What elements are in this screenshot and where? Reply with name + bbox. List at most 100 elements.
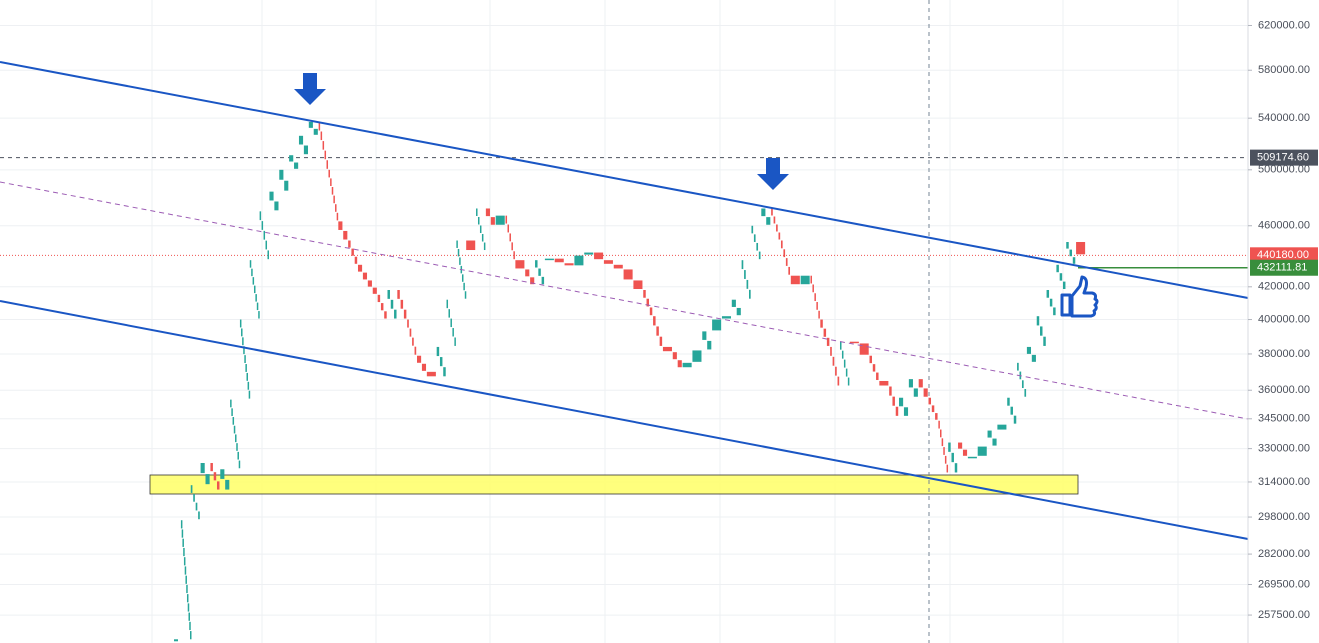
candle: [443, 367, 446, 377]
price-lines: [0, 157, 1248, 269]
price-badge-label: 432111.81: [1257, 262, 1307, 274]
candle: [812, 284, 814, 293]
y-tick-label: 460000.00: [1258, 220, 1310, 232]
candle: [876, 372, 879, 380]
candle: [466, 240, 476, 251]
candle: [544, 258, 554, 261]
y-tick-label: 360000.00: [1258, 384, 1310, 396]
candle: [1076, 242, 1086, 255]
candle: [872, 364, 876, 372]
candle: [238, 460, 241, 469]
candle: [515, 260, 525, 269]
price-badge: [1250, 259, 1318, 276]
candle: [279, 169, 284, 180]
candle: [241, 328, 243, 337]
y-axis-panel: [1248, 0, 1319, 643]
y-tick-label: 380000.00: [1258, 348, 1310, 360]
horizontal-grid: [0, 24, 1248, 616]
candle: [1062, 281, 1066, 290]
candle: [343, 230, 348, 240]
y-tick-label: 540000.00: [1258, 112, 1310, 124]
candle: [977, 446, 987, 456]
candle: [992, 438, 997, 446]
candle: [436, 346, 440, 357]
candle: [263, 230, 266, 240]
candle: [185, 575, 187, 584]
candle: [461, 274, 464, 282]
candle: [354, 256, 358, 264]
candle: [1049, 298, 1053, 307]
candle: [938, 420, 940, 429]
y-tick-label: 269500.00: [1258, 578, 1310, 590]
candle: [351, 248, 354, 256]
candle: [511, 242, 513, 251]
candle: [778, 232, 781, 240]
candle: [348, 240, 351, 248]
candle: [761, 208, 766, 217]
candle: [232, 417, 235, 425]
candle: [274, 201, 279, 211]
candle: [818, 310, 820, 319]
candle: [507, 224, 510, 233]
y-tick-label: 500000.00: [1258, 164, 1310, 176]
candle: [380, 303, 384, 311]
candle: [247, 381, 250, 390]
candle: [230, 399, 232, 408]
candle: [189, 631, 192, 640]
candle: [1059, 273, 1063, 281]
candle: [554, 258, 564, 263]
candle: [331, 187, 334, 195]
candle: [259, 211, 262, 221]
candle: [931, 405, 935, 413]
candle: [180, 520, 183, 529]
candle: [859, 343, 869, 355]
candle: [193, 493, 195, 502]
candle: [1017, 362, 1019, 371]
candle: [509, 233, 511, 242]
candle: [457, 248, 460, 257]
candle: [326, 160, 329, 169]
candle: [320, 131, 323, 141]
candle: [183, 557, 186, 566]
candle: [776, 224, 778, 232]
candle: [505, 215, 508, 224]
candle: [407, 319, 409, 328]
candle: [186, 584, 188, 594]
candle: [387, 290, 390, 299]
candle: [243, 346, 245, 355]
candle: [357, 264, 363, 272]
candle: [839, 341, 842, 350]
candle: [251, 268, 253, 277]
candle: [1066, 242, 1069, 249]
candle: [659, 336, 663, 346]
candle: [452, 328, 454, 337]
candle: [242, 337, 244, 346]
candle: [414, 346, 417, 355]
y-tick-label: 257500.00: [1258, 609, 1310, 621]
y-tick-label: 330000.00: [1258, 443, 1310, 455]
candle: [1024, 389, 1027, 397]
candle: [530, 277, 535, 285]
upper-trendline: [0, 61, 1249, 299]
candle: [692, 350, 702, 362]
candle: [205, 474, 210, 485]
candle: [249, 260, 252, 268]
candle: [256, 302, 259, 311]
candle: [231, 408, 233, 417]
candle: [771, 208, 773, 216]
candle: [362, 272, 368, 280]
candle: [935, 413, 938, 420]
candle: [409, 328, 412, 337]
candle: [913, 388, 918, 397]
candle: [289, 155, 294, 162]
mid-trendline: [0, 181, 1249, 420]
candle: [394, 309, 397, 319]
candle: [174, 639, 178, 642]
candle: [183, 547, 185, 557]
candle: [195, 502, 198, 511]
candle: [941, 438, 944, 447]
candle: [879, 380, 889, 386]
candle: [773, 216, 776, 224]
candle: [200, 463, 205, 474]
